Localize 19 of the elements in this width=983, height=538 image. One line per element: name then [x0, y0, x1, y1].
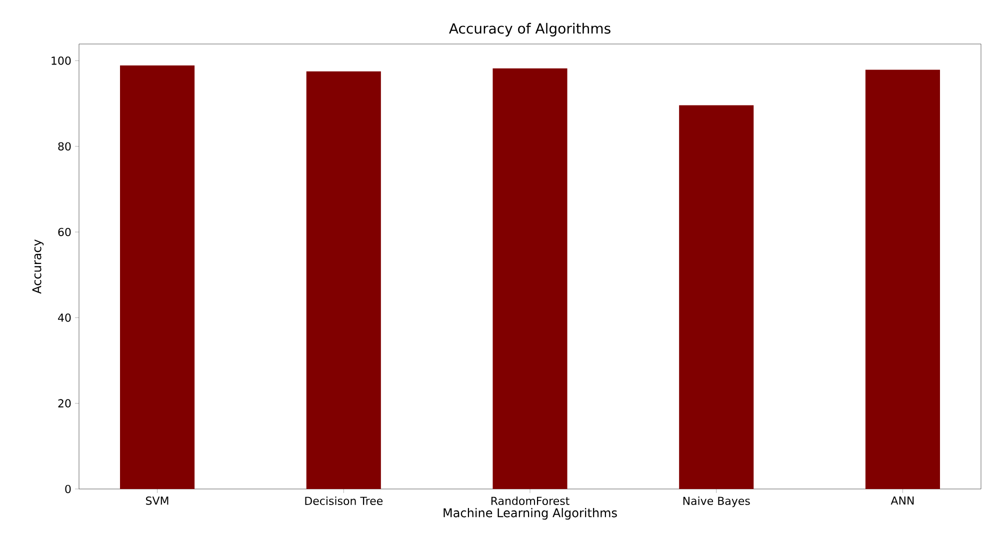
x-tick-label: SVM: [146, 496, 168, 505]
bar: [865, 70, 940, 489]
bar: [492, 68, 568, 489]
y-tick-label: 100: [52, 56, 71, 65]
x-axis-title: Machine Learning Algorithms: [444, 508, 617, 520]
bar: [306, 71, 381, 489]
y-tick-label: 80: [58, 142, 71, 151]
x-tick-label: Decisison Tree: [305, 496, 383, 506]
y-tick-label: 0: [65, 484, 71, 494]
x-tick-label: RandomForest: [491, 496, 570, 506]
bar: [679, 105, 754, 489]
chart-title: Accuracy of Algorithms: [449, 22, 610, 36]
y-axis-title: Accuracy: [32, 239, 44, 294]
x-tick-label: Naive Bayes: [683, 496, 750, 508]
y-tick-label: 40: [58, 314, 71, 322]
x-tick-label: ANN: [890, 496, 914, 505]
bar: [120, 65, 195, 489]
y-tick-label: 20: [58, 399, 71, 408]
y-tick-label: 60: [58, 228, 71, 236]
